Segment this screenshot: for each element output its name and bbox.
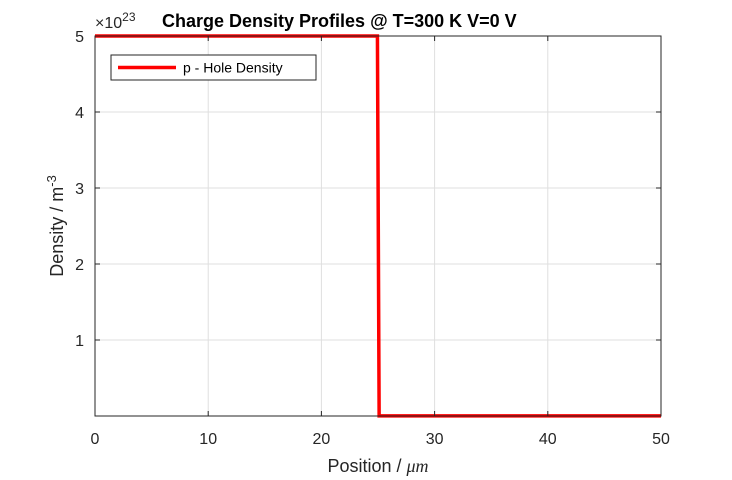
x-axis-label-text: Position / [327, 456, 406, 476]
x-axis-label-unit: μm [406, 456, 429, 476]
y-tick-label: 5 [75, 29, 84, 46]
legend-entry-label: p - Hole Density [183, 60, 283, 76]
plot-frame [94, 35, 662, 417]
x-axis-label: Position / μm [327, 456, 428, 476]
y-multiplier-base: ×10 [95, 15, 122, 32]
x-tick-label: 50 [652, 431, 670, 448]
y-multiplier-exponent: 23 [122, 10, 136, 24]
y-axis-label: Density / m-3 [44, 175, 67, 277]
y-tick-label: 2 [75, 257, 84, 274]
y-axis-label-text: Density / m [47, 187, 67, 277]
legend-box [110, 54, 317, 81]
y-axis-label-exponent: -3 [44, 175, 59, 187]
x-tick-label: 40 [539, 431, 557, 448]
x-tick-label: 10 [199, 431, 217, 448]
x-tick-label: 0 [91, 431, 100, 448]
chart-title: Charge Density Profiles @ T=300 K V=0 V [162, 11, 517, 31]
y-tick-label: 4 [75, 105, 84, 122]
y-tick-labels: 1 2 3 4 5 [75, 29, 84, 350]
x-tick-labels: 0 10 20 30 40 50 [91, 431, 670, 448]
x-tick-label: 30 [426, 431, 444, 448]
y-tick-label: 1 [75, 333, 84, 350]
y-multiplier: ×1023 [95, 10, 136, 32]
y-tick-label: 3 [75, 181, 84, 198]
x-tick-label: 20 [313, 431, 331, 448]
tick-marks [94, 35, 662, 416]
legend: p - Hole Density [110, 54, 317, 81]
